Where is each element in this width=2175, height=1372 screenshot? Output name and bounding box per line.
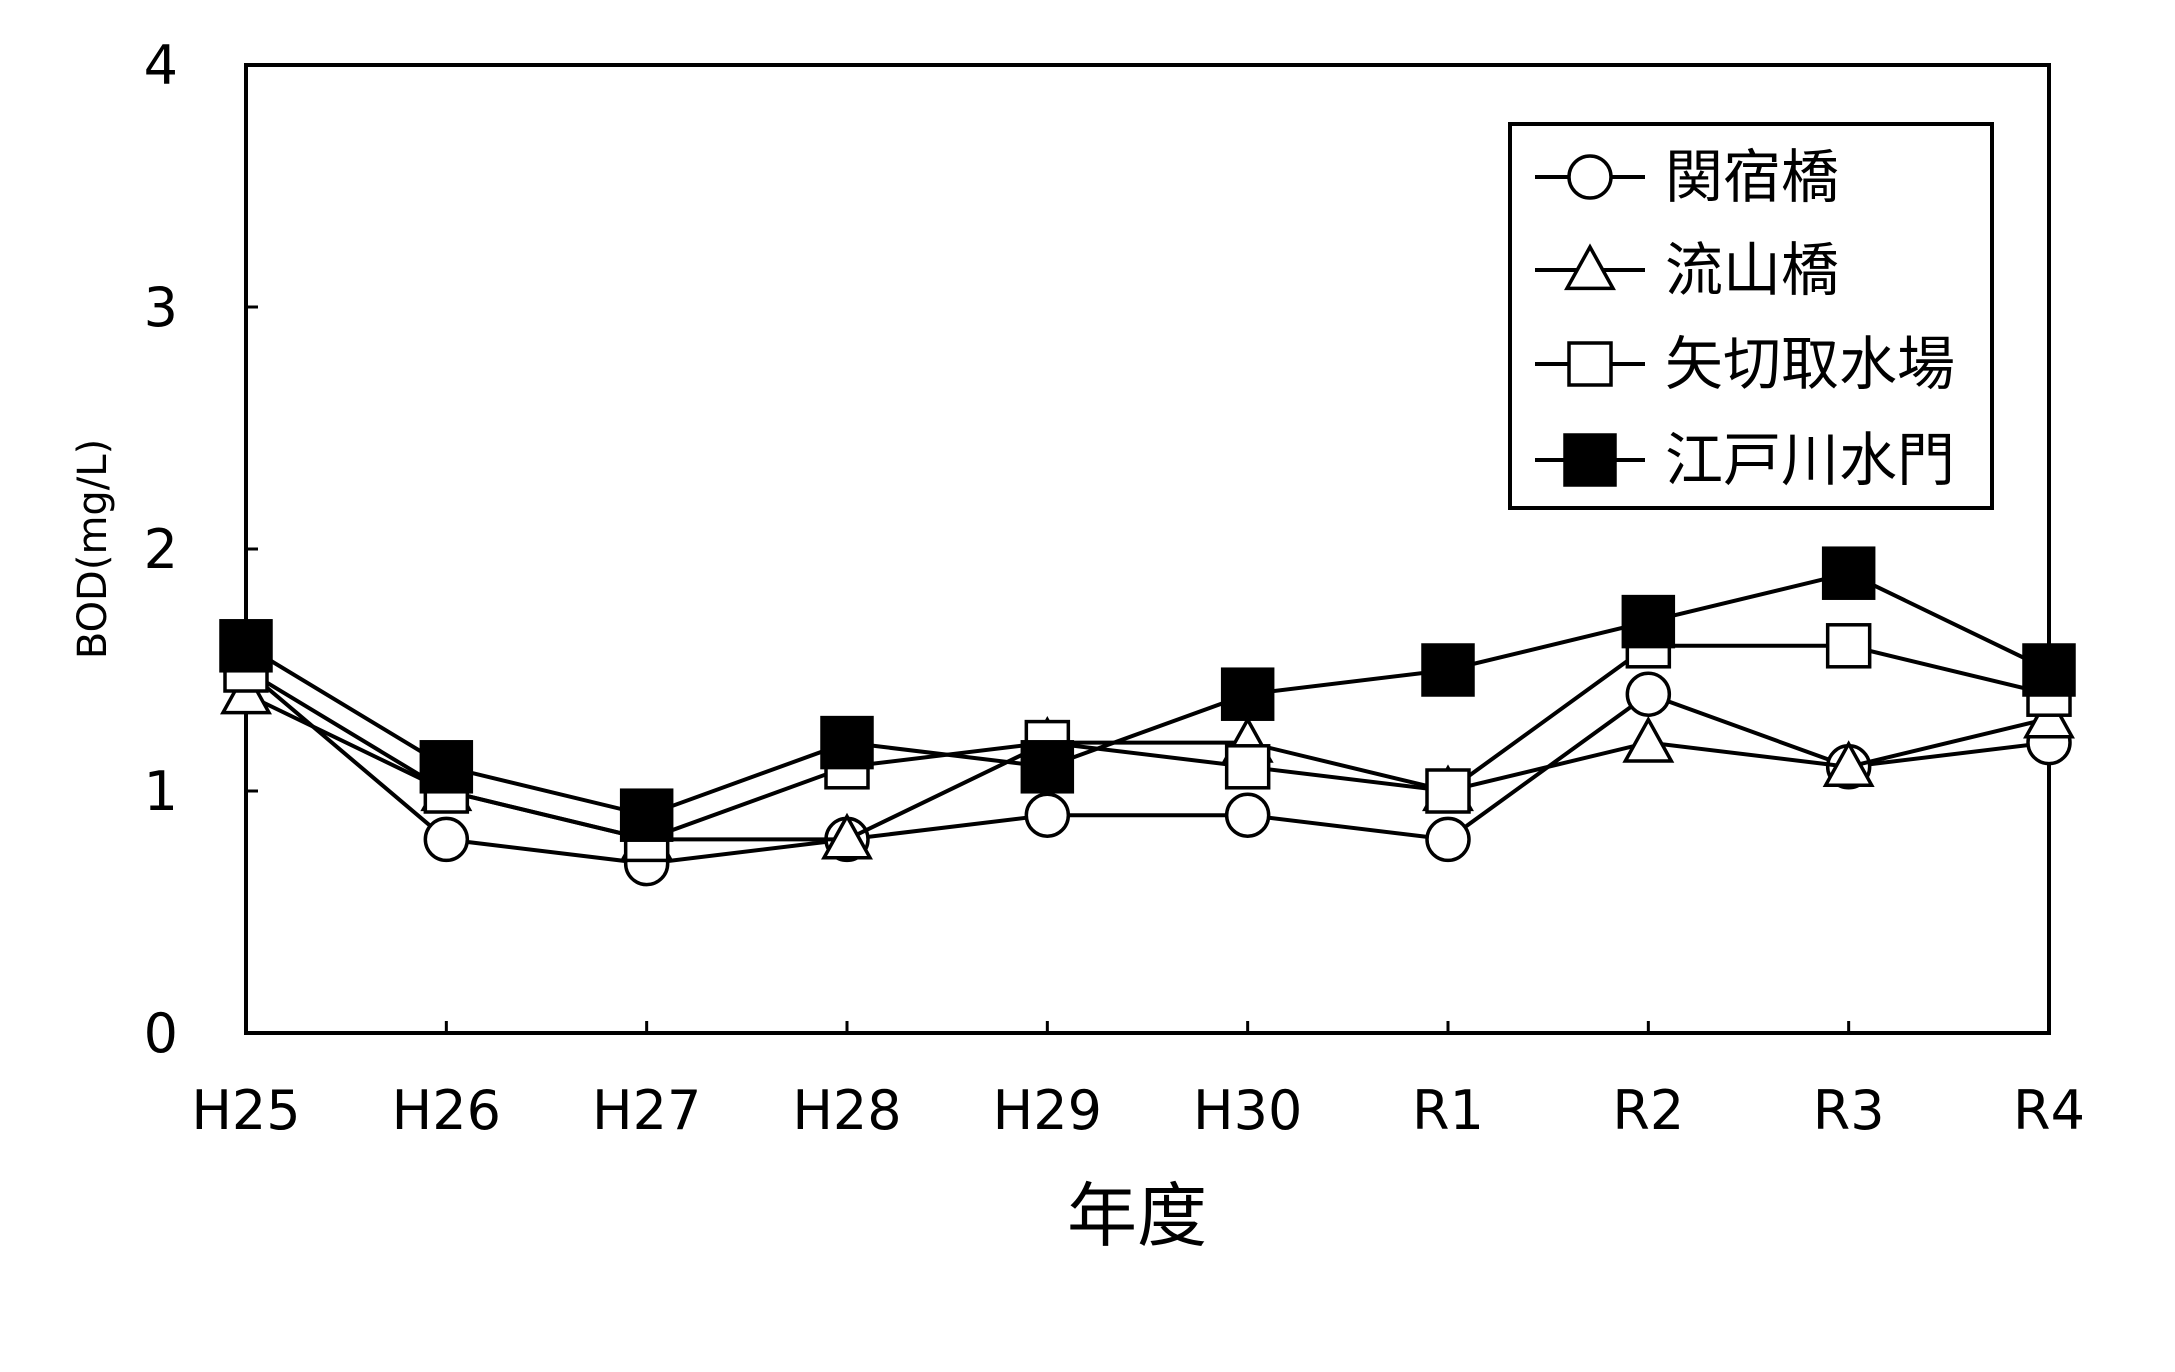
legend-label: 関宿橋 [1665,143,1839,211]
y-tick-label: 1 [144,760,178,823]
legend-marker [1567,154,1613,200]
x-axis-title: 年度 [1067,1175,1207,1257]
series-line [244,668,2050,866]
data-point [1020,740,1075,794]
x-tick-label: H27 [592,1079,701,1142]
series-1 [223,647,2072,887]
data-point [1024,792,1071,838]
data-point [2022,643,2076,697]
data-point [423,816,470,863]
legend-marker [1564,243,1616,291]
x-tick-label: H29 [993,1079,1102,1142]
data-point [1425,768,1471,814]
series-4 [219,546,2076,842]
data-point [821,812,873,860]
legend-entry: 関宿橋 [1535,143,1839,211]
y-axis-ticks: 0 1 2 3 4 [144,34,258,1065]
legend-marker [1563,433,1617,487]
data-point [1425,816,1471,863]
x-tick-label: R4 [2013,1079,2085,1142]
data-point [1421,643,1475,697]
x-tick-label: H28 [792,1079,901,1142]
data-point [1622,715,1675,763]
y-tick-label: 0 [144,1002,178,1065]
x-tick-label: R2 [1612,1079,1684,1142]
legend-entry: 江戸川水門 [1535,426,1955,494]
series-line [244,571,2050,818]
legend-label: 矢切取水場 [1665,330,1955,398]
x-tick-label: H30 [1193,1079,1302,1142]
legend-label: 流山橋 [1665,236,1839,304]
legend-marker [1567,341,1613,387]
data-point [1220,667,1275,721]
series-layer [219,546,2076,887]
data-point [1625,671,1672,717]
data-point [820,715,874,770]
data-point [619,788,674,842]
data-point [1822,740,1875,787]
x-tick-label: R3 [1813,1079,1885,1142]
x-tick-label: H26 [392,1079,501,1142]
y-axis-title: BOD(mg/L) [70,439,116,659]
data-point [419,740,474,794]
legend-entry: 流山橋 [1535,236,1839,304]
data-point [1224,792,1271,838]
data-point [1821,546,1876,600]
data-point [1224,744,1271,790]
data-point [1825,623,1872,669]
series-line [245,692,2050,842]
y-tick-label: 2 [144,518,178,581]
y-tick-label: 4 [144,34,178,97]
x-tick-label: H25 [191,1079,300,1142]
y-tick-label: 3 [144,276,178,339]
series-2 [220,667,2075,860]
x-tick-label: R1 [1412,1079,1484,1142]
legend-label: 江戸川水門 [1665,426,1955,494]
x-axis-ticks: H25 H26 H27 H28 H29 H30 R1 R2 R3 R4 [191,1021,2085,1142]
series-line [244,643,2050,842]
data-point [219,619,273,673]
data-point [1621,594,1676,649]
legend-entry: 矢切取水場 [1535,330,1955,398]
